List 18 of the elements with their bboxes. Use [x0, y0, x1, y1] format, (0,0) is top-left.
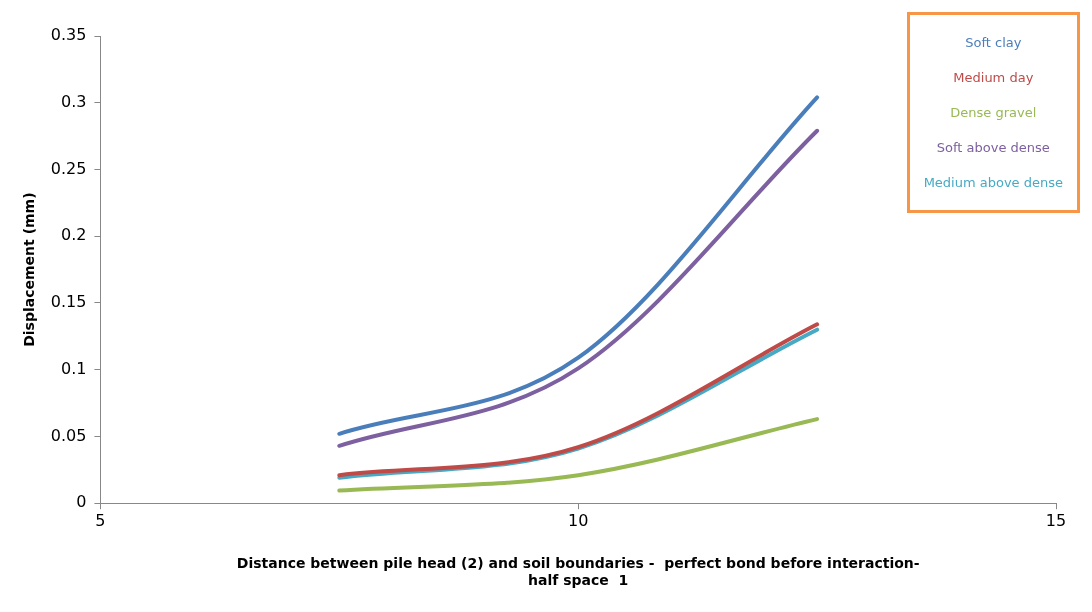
y-tick-label: 0.25: [50, 158, 87, 178]
text: Dense gravel: [949, 104, 1038, 122]
y-tick-label: 0.05: [50, 425, 87, 445]
y-tick-label: 0.1: [60, 358, 87, 378]
x-tick-label: 5: [95, 510, 106, 530]
x-axis-title: Distance between pile head (2) and soil boundaries - perfect bond before interaction- half space 1: [236, 555, 920, 589]
y-tick-label: 0.35: [50, 25, 87, 45]
text: Soft above dense: [935, 139, 1051, 157]
text: Medium above dense: [923, 174, 1063, 192]
x-tick-label: 10: [568, 510, 589, 530]
y-axis-title: Displacement (mm): [21, 192, 38, 347]
y-tick-label: 0.15: [50, 292, 87, 312]
x-tick-label: 15: [1045, 510, 1067, 530]
text: Soft clay: [964, 34, 1023, 52]
y-tick-label: 0: [76, 492, 87, 512]
y-tick-label: 0.2: [60, 225, 87, 245]
y-tick-label: 0.3: [60, 91, 87, 111]
text: Medium day: [952, 69, 1035, 87]
